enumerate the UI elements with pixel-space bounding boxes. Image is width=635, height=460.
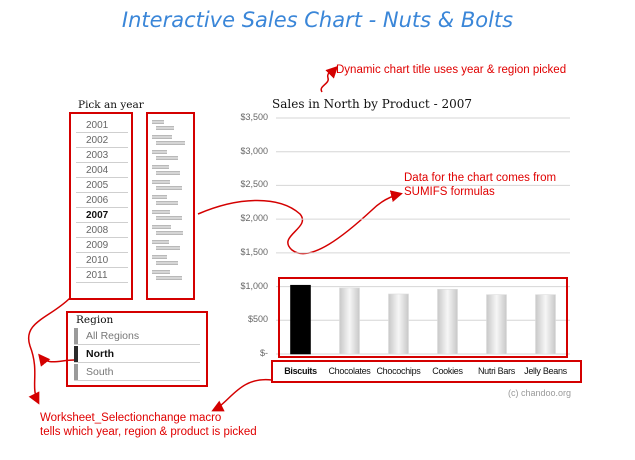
sparkline-column [152, 118, 192, 283]
sparkline-row [152, 163, 192, 178]
y-tick-label: $- [259, 348, 268, 358]
sparkline-row [152, 238, 192, 253]
y-tick-label: $2,500 [240, 179, 268, 190]
year-item-2006[interactable]: 2006 [76, 193, 128, 208]
sparkline-bar [152, 135, 172, 139]
year-item-2003[interactable]: 2003 [76, 148, 128, 163]
region-item-north[interactable]: North [74, 345, 200, 363]
year-list: 2001 2002 2003 2004 2005 2006 2007 2008 2009 2010… [76, 118, 128, 283]
sparkline-bar [156, 186, 182, 190]
y-tick-label: $500 [247, 314, 268, 325]
arrow-macro-products [211, 378, 273, 412]
sparkline-bar [156, 156, 179, 160]
bar-jelly-beans[interactable] [535, 294, 556, 355]
sparkline-row [152, 268, 192, 283]
page-title: Interactive Sales Chart - Nuts & Bolts [121, 8, 514, 32]
sparkline-bar [156, 276, 182, 280]
sparkline-row [152, 208, 192, 223]
year-item-2010[interactable]: 2010 [76, 253, 128, 268]
y-tick-label: $3,500 [240, 112, 268, 122]
region-picker-highlight [66, 311, 208, 387]
product-label-chocochips[interactable]: Chocochips [376, 366, 421, 376]
sparkline-bar [156, 171, 180, 175]
sparkline-row [152, 133, 192, 148]
annotation-data-source-2: SUMIFS formulas [404, 186, 495, 198]
sparkline-bar [156, 216, 182, 220]
region-marker [74, 328, 78, 344]
sparkline-bar [152, 210, 170, 214]
year-picker-highlight [69, 112, 133, 300]
region-item-south[interactable]: South [74, 363, 200, 381]
sparkline-bar [156, 246, 180, 250]
sparkline-bar [152, 120, 165, 124]
sparkline-row [152, 118, 192, 133]
year-item-2008[interactable]: 2008 [76, 223, 128, 238]
sparkline-bar [156, 261, 179, 265]
y-tick-label: $1,500 [240, 246, 268, 257]
bars-highlight [278, 277, 568, 358]
region-picker-label: Region [76, 314, 114, 326]
year-item-2001[interactable]: 2001 [76, 118, 128, 133]
chart-title: Sales in North by Product - 2007 [272, 97, 472, 111]
product-label-nutri-bars[interactable]: Nutri Bars [477, 366, 515, 376]
sparkline-row [152, 193, 192, 208]
sparkline-row [152, 148, 192, 163]
sparkline-row [152, 178, 192, 193]
region-item-label: North [86, 348, 114, 360]
sparkline-bar [156, 231, 184, 235]
year-item-2011[interactable]: 2011 [76, 268, 128, 283]
sparkline-bar [152, 195, 168, 199]
sparkline-bar [156, 201, 179, 205]
arrow-macro-region [38, 353, 75, 367]
bar-nutri-bars[interactable] [486, 294, 507, 355]
sparkline-bar [152, 255, 168, 259]
sparkline-bar [152, 240, 169, 244]
annotation-macro-2: tells which year, region & product is pi… [40, 426, 257, 438]
bar-cookies[interactable] [437, 288, 458, 355]
arrow-to-chart-title [320, 65, 339, 93]
region-marker [74, 364, 78, 380]
arrow-data-source [197, 190, 403, 255]
arrow-macro-years [27, 297, 71, 405]
product-label-biscuits[interactable]: Biscuits [284, 366, 317, 376]
product-labels-highlight [271, 360, 582, 383]
y-tick-label: $1,000 [240, 280, 268, 291]
region-item-label: South [86, 366, 114, 378]
year-item-2009[interactable]: 2009 [76, 238, 128, 253]
sparkline-bar [156, 126, 174, 130]
sparkline-bar [152, 270, 170, 274]
annotation-macro-1: Worksheet_Selectionchange macro [40, 412, 222, 424]
y-tick-label: $3,000 [240, 145, 268, 156]
bar-chocolates[interactable] [339, 287, 360, 355]
region-item-all-regions[interactable]: All Regions [74, 327, 200, 345]
year-item-2004[interactable]: 2004 [76, 163, 128, 178]
sparkline-bar [156, 141, 185, 145]
year-picker-label: Pick an year [78, 99, 144, 111]
annotation-dynamic-title: Dynamic chart title uses year & region p… [336, 64, 567, 76]
year-item-2002[interactable]: 2002 [76, 133, 128, 148]
sparkline-row [152, 223, 192, 238]
sparkline-bar [152, 150, 168, 154]
region-item-label: All Regions [86, 330, 140, 342]
sparkline-bar [152, 165, 169, 169]
year-item-2005[interactable]: 2005 [76, 178, 128, 193]
product-label-cookies[interactable]: Cookies [432, 366, 463, 376]
sparkline-bar [152, 180, 170, 184]
year-item-2007[interactable]: 2007 [76, 208, 128, 223]
product-label-jelly-beans[interactable]: Jelly Beans [524, 366, 567, 376]
product-label-chocolates[interactable]: Chocolates [328, 366, 371, 376]
bar-biscuits[interactable] [290, 284, 311, 355]
region-marker [74, 346, 78, 362]
sparkline-highlight [146, 112, 195, 300]
y-tick-label: $2,000 [240, 213, 268, 224]
credit: (c) chandoo.org [508, 388, 572, 398]
bar-chocochips[interactable] [388, 293, 409, 355]
region-list: All Regions North South [74, 327, 200, 381]
annotation-data-source-1: Data for the chart comes from [404, 172, 557, 184]
sparkline-bar [152, 225, 171, 229]
sparkline-row [152, 253, 192, 268]
